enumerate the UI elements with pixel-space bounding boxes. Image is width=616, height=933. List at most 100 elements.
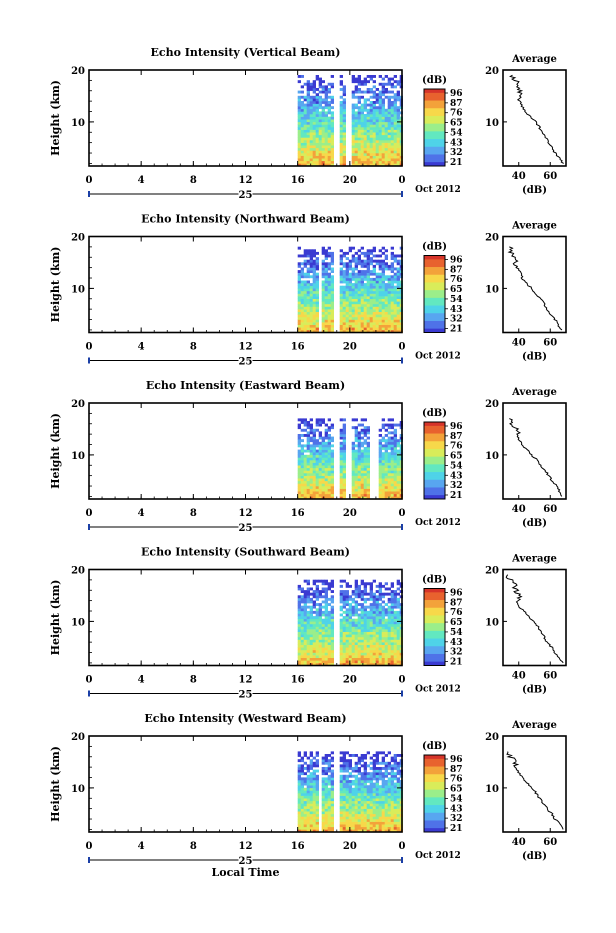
- heatmap-cell: [343, 780, 346, 783]
- heatmap-cell: [325, 299, 328, 302]
- heatmap-cell: [364, 619, 367, 622]
- heatmap-cell: [316, 759, 319, 762]
- heatmap-cell: [364, 317, 367, 320]
- heatmap-cell: [394, 320, 397, 323]
- heatmap-cell: [310, 764, 313, 767]
- heatmap-cell: [310, 255, 313, 258]
- heatmap-cell: [361, 104, 364, 107]
- heatmap-cell: [328, 101, 331, 104]
- heatmap-cell: [373, 801, 376, 804]
- heatmap-cell: [355, 460, 358, 463]
- heatmap-cell: [358, 314, 361, 317]
- heatmap-cell: [310, 627, 313, 630]
- heatmap-cell: [328, 314, 331, 317]
- heatmap-cell: [343, 455, 346, 458]
- heatmap-cell: [331, 426, 334, 429]
- heatmap-cell: [379, 470, 382, 473]
- heatmap-cell: [322, 460, 325, 463]
- heatmap-cell: [340, 301, 343, 304]
- heatmap-cell: [316, 307, 319, 310]
- heatmap-cell: [325, 312, 328, 315]
- heatmap-cell: [379, 606, 382, 609]
- heatmap-cell: [343, 265, 346, 268]
- heatmap-cell: [391, 491, 394, 494]
- heatmap-cell: [319, 104, 322, 107]
- heatmap-cell: [298, 304, 301, 307]
- heatmap-cell: [310, 777, 313, 780]
- heatmap-cell: [370, 585, 373, 588]
- heatmap-cell: [325, 429, 328, 432]
- heatmap-cell: [358, 767, 361, 770]
- heatmap-cell: [301, 588, 304, 591]
- heatmap-cell: [328, 660, 331, 663]
- heatmap-cell: [397, 156, 400, 159]
- heatmap-cell: [397, 491, 400, 494]
- heatmap-cell: [358, 158, 361, 161]
- heatmap-cell: [361, 785, 364, 788]
- heatmap-cell: [373, 104, 376, 107]
- heatmap-cell: [364, 101, 367, 104]
- heatmap-cell: [343, 824, 346, 827]
- heatmap-cell: [316, 429, 319, 432]
- heatmap-cell: [331, 811, 334, 814]
- heatmap-cell: [325, 88, 328, 91]
- heatmap-cell: [340, 288, 343, 291]
- heatmap-cell: [313, 772, 316, 775]
- heatmap-cell: [355, 437, 358, 440]
- heatmap-cell: [358, 483, 361, 486]
- heatmap-cell: [376, 88, 379, 91]
- heatmap-cell: [385, 424, 388, 427]
- heatmap-cell: [394, 85, 397, 88]
- heatmap-cell: [370, 327, 373, 330]
- heatmap-cell: [349, 314, 352, 317]
- heatmap-cell: [346, 803, 349, 806]
- heatmap-cell: [352, 135, 355, 138]
- heatmap-cell: [355, 796, 358, 799]
- heatmap-cell: [358, 294, 361, 297]
- heatmap-cell: [331, 327, 334, 330]
- heatmap-cell: [361, 429, 364, 432]
- heatmap-cell: [310, 801, 313, 804]
- heatmap-cell: [316, 268, 319, 271]
- heatmap-cell: [382, 143, 385, 146]
- heatmap-cell: [307, 491, 310, 494]
- heatmap-cell: [373, 314, 376, 317]
- heatmap-cell: [355, 268, 358, 271]
- heatmap-cell: [358, 481, 361, 484]
- heatmap-cell: [355, 148, 358, 151]
- heatmap-cell: [379, 150, 382, 153]
- heatmap-cell: [379, 291, 382, 294]
- heatmap-cell: [328, 650, 331, 653]
- heatmap-cell: [364, 803, 367, 806]
- heatmap-cell: [382, 798, 385, 801]
- heatmap-cell: [325, 486, 328, 489]
- heatmap-cell: [331, 624, 334, 627]
- heatmap-cell: [379, 273, 382, 276]
- heatmap-cell: [340, 798, 343, 801]
- heatmap-cell: [352, 124, 355, 127]
- heatmap-cell: [310, 481, 313, 484]
- heatmap-cell: [394, 161, 397, 164]
- heatmap-cell: [397, 424, 400, 427]
- heatmap-cell: [355, 655, 358, 658]
- heatmap-cell: [394, 101, 397, 104]
- heatmap-cell: [322, 619, 325, 622]
- heatmap-cell: [310, 642, 313, 645]
- heatmap-cell: [346, 296, 349, 299]
- heatmap-cell: [358, 621, 361, 624]
- heatmap-cell: [385, 312, 388, 315]
- heatmap-cell: [355, 320, 358, 323]
- heatmap-cell: [355, 114, 358, 117]
- heatmap-cell: [385, 320, 388, 323]
- heatmap-cell: [325, 296, 328, 299]
- heatmap-cell: [373, 255, 376, 258]
- heatmap-cell: [319, 124, 322, 127]
- heatmap-cell: [394, 127, 397, 130]
- heatmap-cell: [316, 658, 319, 661]
- heatmap-cell: [304, 463, 307, 466]
- heatmap-cell: [394, 762, 397, 765]
- heatmap-cell: [397, 153, 400, 156]
- heatmap-cell: [358, 424, 361, 427]
- heatmap-cell: [325, 796, 328, 799]
- heatmap-cell: [325, 590, 328, 593]
